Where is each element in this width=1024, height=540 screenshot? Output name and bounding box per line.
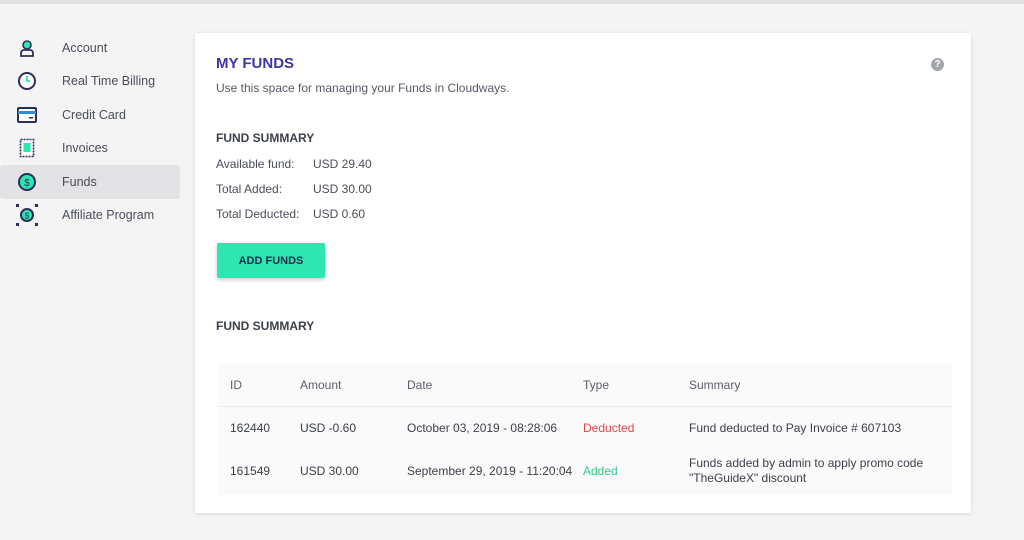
sidebar-item-credit-card[interactable]: Credit Card <box>0 98 180 132</box>
clock-icon <box>16 70 38 92</box>
cell-amount: USD -0.60 <box>300 421 357 435</box>
column-header-type: Type <box>583 378 610 392</box>
page-subtitle: Use this space for managing your Funds i… <box>216 81 510 95</box>
cell-type-deducted: Deducted <box>583 421 635 435</box>
summary-row-deducted: Total Deducted: USD 0.60 <box>216 207 365 221</box>
user-icon <box>16 37 38 59</box>
header-divider <box>218 406 952 407</box>
cell-id: 161549 <box>230 464 271 478</box>
cell-date: September 29, 2019 - 11:20:04 <box>407 464 573 478</box>
column-header-summary: Summary <box>689 378 741 392</box>
transactions-table: ID Amount Date Type Summary 162440 USD -… <box>218 364 952 495</box>
sidebar-item-funds[interactable]: $ Funds <box>0 165 180 199</box>
cell-summary: Funds added by admin to apply promo code <box>689 456 924 470</box>
credit-card-icon <box>16 104 38 126</box>
sidebar-item-invoices[interactable]: Invoices <box>0 132 180 166</box>
sidebar-item-account[interactable]: Account <box>0 31 180 65</box>
add-funds-button[interactable]: ADD FUNDS <box>217 243 325 278</box>
cell-type-added: Added <box>583 464 618 478</box>
cell-summary-line2: "TheGuideX" discount <box>689 471 807 485</box>
top-bar <box>0 0 1024 4</box>
funds-card: MY FUNDS Use this space for managing you… <box>195 33 971 513</box>
sidebar-item-affiliate-program[interactable]: $ Affiliate Program <box>0 199 180 233</box>
cell-id: 162440 <box>230 421 271 435</box>
help-icon[interactable]: ? <box>931 58 944 71</box>
cell-date: October 03, 2019 - 08:28:06 <box>407 421 558 435</box>
sidebar-item-real-time-billing[interactable]: Real Time Billing <box>0 65 180 99</box>
sidebar-item-label: Account <box>62 40 108 55</box>
summary-label: Total Deducted: <box>216 207 300 221</box>
summary-row-available: Available fund: USD 29.40 <box>216 157 372 171</box>
svg-text:$: $ <box>25 212 30 221</box>
sidebar: Account Real Time Billing Credit Card In… <box>0 31 180 232</box>
sidebar-item-label: Affiliate Program <box>62 208 155 223</box>
summary-value: USD 29.40 <box>313 157 372 171</box>
sidebar-item-label: Real Time Billing <box>62 74 156 89</box>
summary-label: Available fund: <box>216 157 295 171</box>
column-header-date: Date <box>407 378 433 392</box>
column-header-amount: Amount <box>300 378 342 392</box>
fund-summary-heading: FUND SUMMARY <box>216 131 315 145</box>
affiliate-icon: $ <box>16 204 38 227</box>
sidebar-item-label: Credit Card <box>62 107 126 122</box>
cell-summary: Fund deducted to Pay Invoice # 607103 <box>689 421 902 435</box>
summary-label: Total Added: <box>216 182 283 196</box>
summary-value: USD 0.60 <box>313 207 366 221</box>
svg-text:$: $ <box>24 178 30 189</box>
summary-value: USD 30.00 <box>313 182 372 196</box>
page-title: MY FUNDS <box>216 55 295 72</box>
summary-row-added: Total Added: USD 30.00 <box>216 182 372 196</box>
invoice-icon <box>16 137 38 159</box>
transactions-heading: FUND SUMMARY <box>216 319 315 333</box>
sidebar-item-label: Funds <box>62 174 97 189</box>
cell-amount: USD 30.00 <box>300 464 359 478</box>
column-header-id: ID <box>230 378 242 392</box>
sidebar-item-label: Invoices <box>62 141 108 156</box>
dollar-coin-icon: $ <box>16 171 38 193</box>
